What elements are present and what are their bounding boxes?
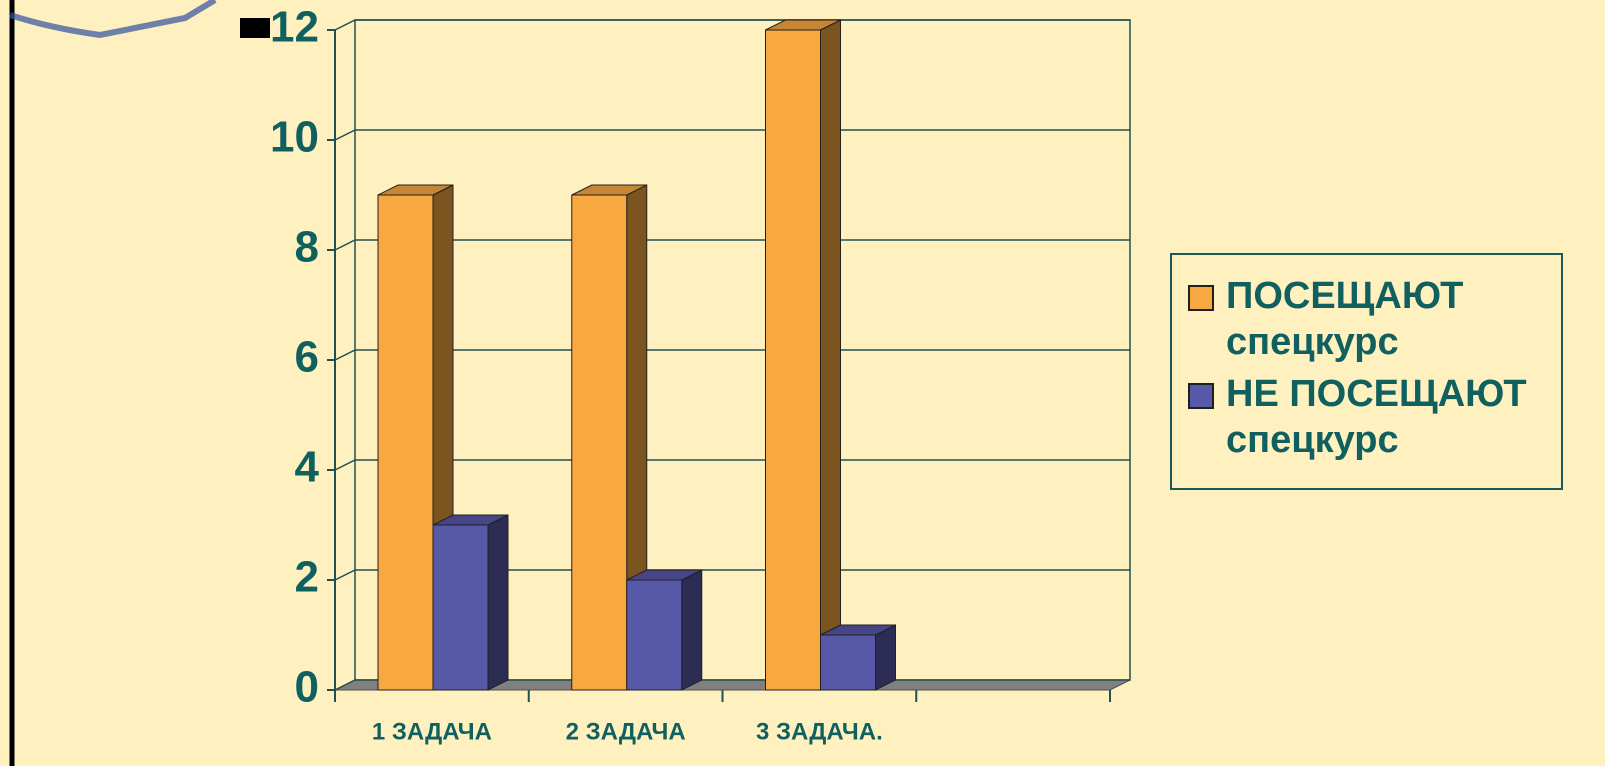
x-tick-label: 2 ЗАДАЧА (566, 718, 686, 745)
bar-front (820, 634, 876, 691)
legend-swatch (1188, 383, 1214, 409)
legend-label: ПОСЕЩАЮТ спецкурс (1226, 275, 1464, 363)
bar (571, 184, 648, 691)
bar-front (626, 579, 683, 691)
bar (626, 569, 703, 691)
flag (9, 0, 217, 39)
legend-swatch (1188, 285, 1214, 311)
y-tick-label: 10 (270, 113, 319, 162)
grid-line (334, 569, 1130, 581)
bar-side (875, 624, 896, 691)
y-tick-label: 12 (270, 3, 319, 52)
x-tick-label: 3 ЗАДАЧА. (756, 718, 883, 745)
bar-front (765, 29, 821, 691)
y-tick-label: 4 (295, 443, 320, 492)
grid-line (334, 129, 1130, 141)
bar-front (571, 194, 628, 691)
bar-side (487, 514, 509, 691)
bar-side (681, 569, 703, 691)
y-tick-label: 0 (295, 663, 319, 712)
y-tick-label: 6 (295, 333, 319, 382)
grid-line (334, 19, 1130, 31)
legend-entry: НЕ ПОСЕЩАЮТ спецкурс (1188, 371, 1551, 463)
x-tick-label: 1 ЗАДАЧА (372, 718, 492, 745)
bar (765, 19, 841, 691)
legend-entry: ПОСЕЩАЮТ спецкурс (1188, 273, 1551, 365)
grid-line (334, 459, 1130, 471)
bar-side (820, 19, 841, 691)
y-tick-label: 8 (295, 223, 319, 272)
decoration (240, 18, 270, 38)
bar-front (432, 524, 489, 691)
legend: ПОСЕЩАЮТ спецкурс НЕ ПОСЕЩАЮТ спецкурс (1170, 253, 1563, 490)
bar (432, 514, 509, 691)
bar (820, 624, 896, 691)
y-tick-label: 2 (295, 553, 319, 602)
bar-front (377, 194, 434, 691)
bar (377, 184, 454, 691)
grid-line (334, 349, 1130, 361)
grid-line (334, 239, 1130, 251)
legend-label: НЕ ПОСЕЩАЮТ спецкурс (1226, 373, 1527, 461)
